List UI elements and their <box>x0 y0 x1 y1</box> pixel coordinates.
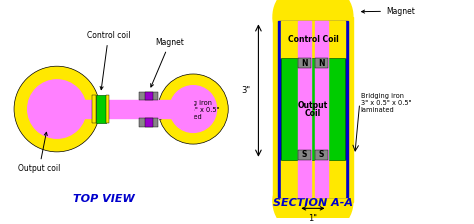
Bar <box>273 17 353 202</box>
Circle shape <box>14 66 100 152</box>
Bar <box>281 160 345 197</box>
Text: N: N <box>301 59 308 68</box>
Text: Control coil: Control coil <box>87 31 130 90</box>
Bar <box>278 22 348 197</box>
Bar <box>57 100 193 118</box>
Text: TOP VIEW: TOP VIEW <box>73 194 135 205</box>
Bar <box>281 58 345 160</box>
Circle shape <box>27 80 86 138</box>
Bar <box>139 118 158 127</box>
Text: Magnet: Magnet <box>362 7 415 16</box>
Text: Bridging iron: Bridging iron <box>169 100 212 106</box>
Bar <box>96 95 106 123</box>
Bar <box>298 22 311 197</box>
Bar <box>298 58 311 68</box>
Circle shape <box>158 74 228 144</box>
Text: Magnet: Magnet <box>151 38 184 87</box>
Text: Output: Output <box>298 101 328 110</box>
Text: Bridging iron: Bridging iron <box>361 93 404 99</box>
Bar <box>106 95 109 123</box>
Text: laminated: laminated <box>169 114 202 120</box>
Ellipse shape <box>273 166 353 224</box>
Bar <box>315 22 328 197</box>
Text: Control Coil: Control Coil <box>288 35 338 44</box>
Text: 3" x 0.5" x 0.5": 3" x 0.5" x 0.5" <box>169 107 219 113</box>
Circle shape <box>170 86 217 132</box>
Bar <box>315 150 328 160</box>
Text: SECTION A-A: SECTION A-A <box>273 198 353 208</box>
Text: laminated: laminated <box>361 107 394 113</box>
Text: S: S <box>302 150 307 159</box>
Text: Coil: Coil <box>305 109 321 118</box>
Bar <box>281 22 345 58</box>
Text: S: S <box>319 150 324 159</box>
Bar <box>315 58 328 68</box>
Bar <box>139 92 158 100</box>
Text: N: N <box>318 59 325 68</box>
Text: 1": 1" <box>309 214 318 223</box>
Text: 3" x 0.5" x 0.5": 3" x 0.5" x 0.5" <box>361 100 411 106</box>
Bar <box>298 150 311 160</box>
Text: 3": 3" <box>242 86 251 95</box>
Bar <box>146 118 153 127</box>
Bar <box>146 92 153 100</box>
Bar <box>92 95 96 123</box>
Ellipse shape <box>273 0 353 52</box>
Text: Output coil: Output coil <box>18 132 60 173</box>
